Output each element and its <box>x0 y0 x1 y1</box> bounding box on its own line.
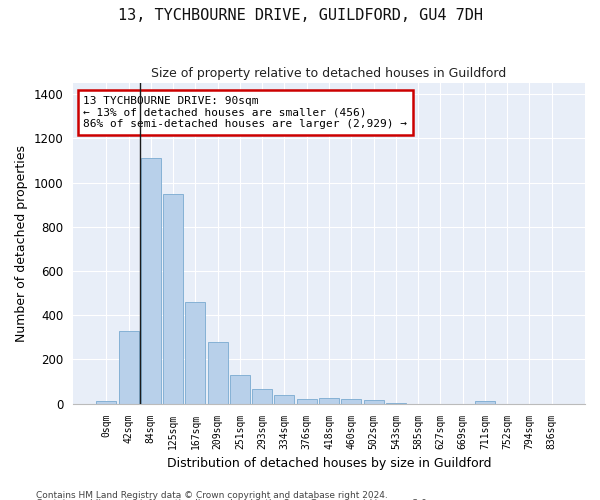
Bar <box>297 399 317 404</box>
Bar <box>319 398 339 404</box>
Y-axis label: Number of detached properties: Number of detached properties <box>15 145 28 342</box>
Text: 13 TYCHBOURNE DRIVE: 90sqm
← 13% of detached houses are smaller (456)
86% of sem: 13 TYCHBOURNE DRIVE: 90sqm ← 13% of deta… <box>83 96 407 129</box>
Bar <box>274 395 295 404</box>
Title: Size of property relative to detached houses in Guildford: Size of property relative to detached ho… <box>151 68 506 80</box>
Bar <box>364 400 383 404</box>
X-axis label: Distribution of detached houses by size in Guildford: Distribution of detached houses by size … <box>167 457 491 470</box>
Bar <box>119 330 139 404</box>
Text: 13, TYCHBOURNE DRIVE, GUILDFORD, GU4 7DH: 13, TYCHBOURNE DRIVE, GUILDFORD, GU4 7DH <box>118 8 482 22</box>
Bar <box>208 342 227 404</box>
Text: Contains public sector information licensed under the Open Government Licence v3: Contains public sector information licen… <box>36 499 430 500</box>
Bar <box>185 302 205 404</box>
Bar <box>163 194 183 404</box>
Bar <box>141 158 161 404</box>
Bar <box>341 399 361 404</box>
Text: Contains HM Land Registry data © Crown copyright and database right 2024.: Contains HM Land Registry data © Crown c… <box>36 490 388 500</box>
Bar <box>96 402 116 404</box>
Bar <box>252 388 272 404</box>
Bar <box>230 375 250 404</box>
Bar <box>475 401 495 404</box>
